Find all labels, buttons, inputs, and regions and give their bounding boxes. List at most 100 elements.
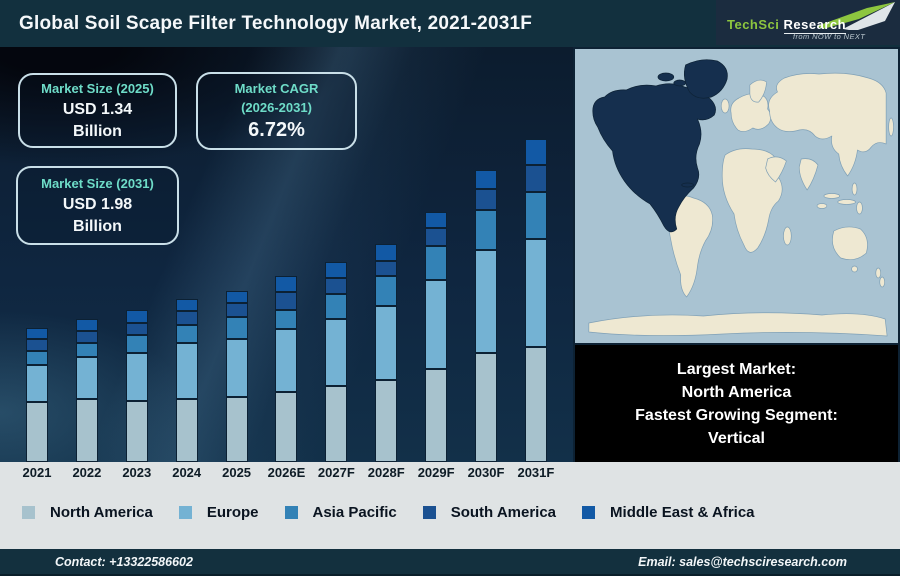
legend-swatch	[22, 506, 35, 519]
bar-segment	[325, 262, 348, 278]
stat-card-market-size-2031: Market Size (2031) USD 1.98 Billion	[16, 166, 179, 245]
bar-segment	[275, 309, 298, 329]
bar-segment	[275, 291, 298, 310]
bar-2021	[26, 327, 48, 462]
bar-2029F	[425, 212, 448, 462]
stat-card-market-size-2025: Market Size (2025) USD 1.34 Billion	[18, 73, 177, 148]
bar-segment	[425, 212, 448, 228]
bar-segment	[75, 357, 98, 400]
x-axis-label: 2025	[222, 465, 252, 480]
x-axis-label: 2027F	[317, 465, 355, 480]
bar-segment	[475, 353, 498, 462]
stat-unit: Billion	[73, 122, 122, 140]
stat-label-line2: (2026-2031)	[241, 100, 312, 115]
bar-segment	[475, 209, 498, 250]
largest-market-callout: Largest Market: North America Fastest Gr…	[575, 345, 898, 462]
bar-segment	[75, 399, 98, 462]
techsci-logo: TechSci Research from NOW to NEXT	[716, 0, 900, 45]
bar-segment	[475, 189, 498, 210]
bar-2023	[125, 309, 148, 462]
stat-value: 6.72%	[248, 119, 305, 141]
bar-segment	[125, 400, 148, 462]
bar-segment	[524, 346, 547, 462]
bar-segment	[375, 305, 398, 381]
x-axis-label: 2028F	[367, 465, 405, 480]
bar-segment	[26, 339, 48, 351]
legend-item: South America	[422, 504, 557, 521]
bar-segment	[325, 318, 348, 387]
bar-segment	[175, 310, 198, 326]
logo-tagline: from NOW to NEXT	[793, 32, 866, 41]
bar-segment	[75, 331, 98, 343]
bar-2026E	[275, 276, 298, 462]
legend-label: Asia Pacific	[312, 504, 397, 521]
stacked-bar-chart: Market Size (2025) USD 1.34 Billion Mark…	[0, 47, 573, 462]
bar-segment	[475, 249, 498, 354]
chart-legend: North America Europe Asia Pacific South Ame…	[0, 488, 900, 549]
bar-segment	[225, 303, 248, 318]
bar-segment	[175, 299, 198, 311]
bar-segment	[375, 244, 398, 262]
x-axis-labels: 2021 2022 2023 2024 2025 2026E 2027F 2028F 2029F…	[22, 462, 555, 480]
legend-label: Europe	[206, 504, 259, 521]
bar-segment	[225, 290, 248, 304]
callout-line: North America	[681, 383, 792, 401]
bar-2028F	[375, 244, 398, 462]
logo-arrow-icon	[817, 2, 895, 30]
footer-email: Email: sales@techsciresearch.com	[638, 554, 847, 569]
stat-card-market-cagr: Market CAGR (2026-2031) 6.72%	[196, 72, 357, 150]
bar-segment	[26, 401, 48, 462]
stat-value: USD 1.98	[62, 195, 133, 213]
bar-segment	[325, 294, 348, 319]
stat-label: Market Size (2025)	[41, 80, 154, 96]
bar-segment	[275, 276, 298, 292]
x-axis-label: 2021	[22, 465, 52, 480]
bar-segment	[524, 139, 547, 166]
legend-label: South America	[450, 504, 557, 521]
x-axis-strip: 2021 2022 2023 2024 2025 2026E 2027F 2028F 2029F…	[0, 462, 900, 488]
bar-segment	[475, 170, 498, 190]
bar-segment	[125, 309, 148, 323]
map-north-america-highlight	[592, 59, 728, 233]
main-area: Market Size (2025) USD 1.34 Billion Mark…	[0, 47, 900, 462]
bar-segment	[75, 342, 98, 358]
bar-segment	[275, 391, 298, 462]
header-bar: Global Soil Scape Filter Technology Mark…	[0, 0, 900, 47]
bar-segment	[524, 165, 547, 192]
bar-2024	[175, 299, 198, 462]
x-axis-label: 2026E	[267, 465, 306, 480]
bar-segment	[225, 317, 248, 340]
callout-line: Fastest Growing Segment:	[635, 406, 838, 424]
bar-segment	[175, 342, 198, 400]
legend-swatch	[582, 506, 596, 519]
stat-unit: Billion	[73, 217, 122, 235]
stat-label: Market CAGR	[234, 81, 319, 96]
bar-segment	[125, 322, 148, 336]
legend-swatch	[422, 506, 436, 519]
bar-segment	[175, 399, 198, 462]
legend-item: Europe	[178, 504, 259, 521]
bar-segment	[175, 325, 198, 343]
logo-brand-research: Research	[783, 17, 847, 34]
bar-segment	[26, 364, 48, 402]
bar-segment	[275, 328, 298, 392]
x-axis-label: 2031F	[517, 465, 555, 480]
bar-segment	[125, 335, 148, 354]
footer-bar: Contact: +13322586602 Email: sales@techs…	[0, 549, 900, 576]
bar-2030F	[475, 170, 498, 462]
footer-contact: Contact: +13322586602	[55, 554, 193, 569]
stat-value: USD 1.34	[62, 100, 133, 118]
bar-segment	[225, 339, 248, 397]
x-axis-label: 2030F	[467, 465, 505, 480]
bar-segment	[26, 350, 48, 365]
bar-segment	[225, 396, 248, 462]
legend-swatch	[178, 506, 192, 519]
legend-label: Middle East & Africa	[610, 504, 755, 521]
world-map	[575, 49, 898, 343]
logo-brand-text: TechSci Research	[727, 17, 847, 34]
bar-segment	[325, 277, 348, 295]
bar-2022	[75, 318, 98, 462]
bar-segment	[26, 327, 48, 340]
bar-2031F	[524, 139, 547, 462]
